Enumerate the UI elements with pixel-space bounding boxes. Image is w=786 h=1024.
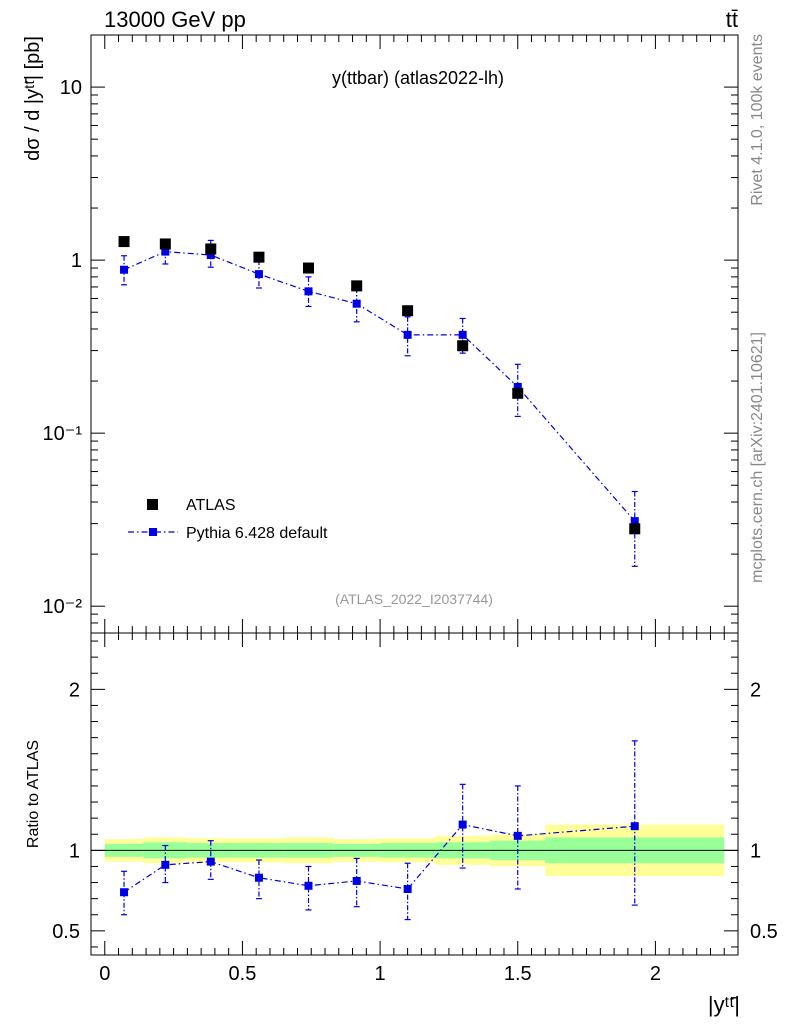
ratio-x-tick-labels: 0 0.5 1 1.5 2	[99, 963, 661, 985]
atlas-data-point	[159, 238, 171, 250]
legend-mc-marker	[149, 528, 157, 536]
mc-points	[120, 247, 639, 526]
mc-data-point	[206, 251, 215, 260]
ratio-y-tick-label-left: 2	[69, 679, 80, 701]
ratio-plot-frame	[90, 632, 739, 956]
mc-data-point	[161, 247, 170, 256]
ratio-y-axis-label: Ratio to ATLAS	[25, 740, 42, 848]
atlas-data-point	[512, 387, 524, 399]
atlas-data-point	[205, 243, 217, 255]
main-y-tick-label: 10⁻²	[43, 596, 83, 618]
ratio-x-tick-label: 0.5	[229, 963, 257, 985]
ratio-x-tick-label: 1.5	[504, 963, 532, 985]
ratio-mc-points	[120, 820, 639, 897]
main-y-tick-labels: 10 1 10⁻¹ 10⁻²	[43, 77, 83, 618]
ratio-mc-point	[304, 881, 313, 890]
main-y-tick-label: 1	[71, 250, 82, 272]
mc-data-point	[630, 517, 639, 526]
atlas-data-point	[351, 280, 363, 292]
mc-data-point	[458, 330, 467, 339]
ratio-mc-point	[458, 820, 467, 829]
mc-data-point	[352, 299, 361, 308]
x-axis-label: |yᵗᵗ̄|	[708, 992, 740, 1017]
ratio-y-tick-label-right: 0.5	[750, 921, 778, 943]
mcplots-label: mcplots.cern.ch [arXiv:2401.10621]	[749, 332, 766, 583]
mc-data-point	[120, 265, 129, 274]
analysis-id: (ATLAS_2022_I2037744)	[335, 591, 493, 607]
ratio-y-tick-labels: 2 2 1 1 0.5 0.5	[52, 679, 778, 943]
atlas-data-point	[303, 262, 315, 274]
ratio-mc-point	[254, 873, 263, 882]
atlas-data-point	[118, 236, 130, 248]
legend-atlas-label: ATLAS	[186, 497, 236, 514]
atlas-data-point	[253, 251, 265, 263]
legend-atlas-marker	[147, 499, 158, 510]
mc-data-point	[254, 270, 263, 279]
ratio-axis-ticks	[91, 633, 738, 955]
mc-line-group	[123, 250, 636, 522]
main-axis-ticks	[91, 34, 738, 634]
ratio-x-tick-label: 1	[375, 963, 386, 985]
data-points	[118, 236, 641, 535]
ratio-mc-point	[120, 888, 129, 897]
ratio-mc-line-group	[123, 823, 635, 893]
ratio-y-tick-label-left: 1	[69, 840, 80, 862]
mc-data-point	[513, 382, 522, 391]
ratio-mc-point	[513, 831, 522, 840]
main-plot-frame	[90, 34, 739, 634]
mc-error-bars	[121, 238, 638, 567]
ratio-mc-point	[352, 876, 361, 885]
legend: ATLAS Pythia 6.428 default	[128, 497, 328, 542]
rivet-label: Rivet 4.1.0, 100k events	[749, 34, 766, 206]
ratio-mc-point	[403, 884, 412, 893]
legend-mc-label: Pythia 6.428 default	[186, 525, 328, 542]
atlas-data-point	[629, 523, 641, 535]
ratio-y-tick-label-left: 0.5	[52, 921, 80, 943]
mc-data-point	[403, 330, 412, 339]
atlas-data-point	[457, 340, 469, 352]
main-y-tick-label: 10	[60, 77, 82, 99]
energy-label: 13000 GeV pp	[104, 7, 246, 32]
ratio-mc-line	[123, 823, 635, 893]
ratio-mc-point	[206, 857, 215, 866]
ratio-mc-point	[161, 860, 170, 869]
ratio-y-tick-label-right: 1	[750, 840, 761, 862]
main-title: y(ttbar) (atlas2022-lh)	[332, 68, 504, 88]
ratio-x-tick-label: 0	[99, 963, 110, 985]
ratio-x-tick-label: 2	[650, 963, 661, 985]
process-label: tt̄	[726, 7, 738, 32]
mc-line	[123, 250, 636, 522]
main-y-axis-label: dσ / d |yᵗᵗ̄| [pb]	[22, 36, 44, 161]
atlas-data-point	[402, 305, 414, 317]
mc-data-point	[304, 287, 313, 296]
ratio-mc-point	[630, 822, 639, 831]
main-panel: 10 1 10⁻¹ 10⁻² y(ttbar) (atlas2022-lh) (ATL…	[22, 34, 739, 634]
ratio-y-tick-label-right: 2	[750, 679, 761, 701]
ratio-panel: 2 2 1 1 0.5 0.5 0 0.5 1 1.5 2 Ratio to ATLAS |yᵗᵗ…	[25, 632, 778, 1017]
main-y-tick-label: 10⁻¹	[43, 423, 83, 445]
